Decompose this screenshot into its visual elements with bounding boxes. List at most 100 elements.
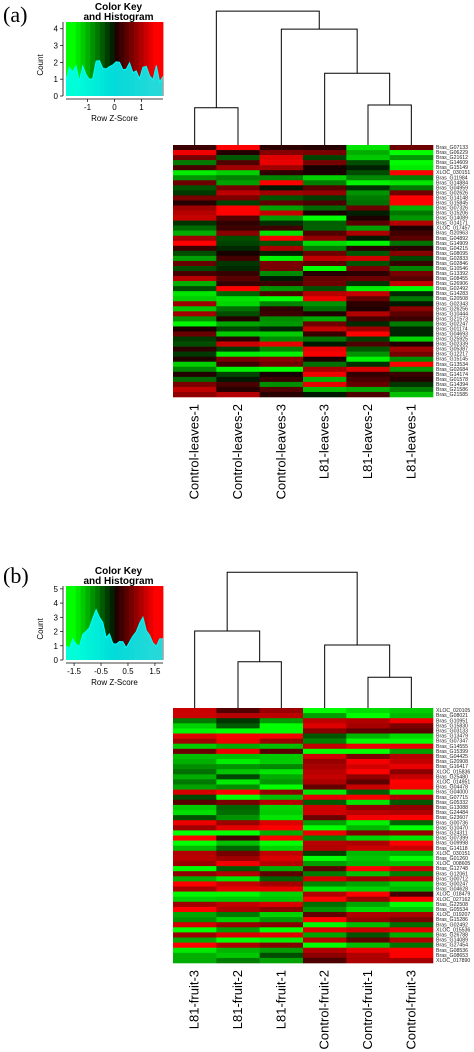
heatmap-cell [216, 718, 260, 724]
heatmap-cell [216, 155, 260, 161]
heatmap-cell [389, 281, 434, 287]
heatmap-cell [216, 180, 260, 186]
dendrogram-branch [226, 571, 358, 645]
heatmap-cell [303, 306, 347, 312]
row-label: Bras_G21585 [436, 392, 468, 398]
heatmap-cell [389, 912, 434, 918]
heatmap-cell [303, 225, 347, 231]
heatmap-cell [216, 376, 260, 383]
heatmap-cell [389, 346, 434, 352]
heatmap-cell [303, 326, 347, 332]
heatmap-cell [259, 376, 304, 383]
color-key-y-tick-label: 1 [54, 75, 59, 84]
heatmap-cell [389, 830, 434, 836]
heatmap-cell [259, 789, 304, 795]
heatmap-cell [259, 927, 304, 933]
row-label: Bras_G27454 [436, 943, 468, 949]
heatmap-cell [303, 886, 347, 892]
column-label: L81-leaves-1 [403, 404, 418, 479]
heatmap-cell [303, 235, 347, 242]
heatmap-cell [216, 361, 260, 368]
color-key-strip [153, 22, 159, 96]
heatmap-cell [173, 840, 217, 846]
heatmap-cell [389, 210, 434, 216]
column-label: Control-fruit-1 [360, 970, 375, 1049]
heatmap-cell [173, 733, 217, 739]
heatmap-cell [259, 784, 304, 790]
heatmap-cell [346, 708, 390, 714]
heatmap-cell [259, 265, 304, 272]
color-key-strip [80, 22, 86, 96]
heatmap-cell [389, 753, 434, 760]
heatmap-cell [173, 200, 217, 206]
heatmap-cell [173, 235, 217, 242]
row-label: Bras_G12217 [436, 352, 468, 358]
heatmap-cell [303, 927, 347, 933]
heatmap-cell [303, 718, 347, 724]
heatmap-cell [173, 708, 217, 714]
heatmap-cell [346, 713, 390, 719]
heatmap-cell [216, 922, 260, 928]
row-label: Bras_G15149 [436, 165, 468, 171]
heatmap-cell [346, 286, 390, 292]
heatmap-cell [173, 361, 217, 368]
row-label: Bras_G05332 [436, 800, 468, 806]
heatmap-cell [216, 386, 260, 393]
heatmap-cell [346, 311, 390, 317]
color-key-strip [143, 22, 149, 96]
heatmap-cell [259, 759, 304, 765]
heatmap-cell [346, 180, 390, 186]
heatmap-cell [303, 952, 347, 959]
heatmap-cell [216, 245, 260, 252]
heatmap-cell [389, 774, 434, 780]
heatmap-cell [173, 225, 217, 231]
heatmap-cell [346, 845, 390, 852]
row-label: Bras_G20508 [436, 296, 468, 302]
heatmap-cell [346, 361, 390, 368]
dendrogram-branch [324, 72, 391, 145]
heatmap-cell [389, 876, 434, 882]
heatmap-cell [303, 200, 347, 206]
heatmap-cell [389, 794, 434, 801]
row-label: Bras_G14884 [436, 180, 468, 186]
column-labels: L81-fruit-3 L81-fruit-2 L81-fruit-1 Control… [187, 970, 419, 1049]
heatmap-cell [259, 881, 304, 887]
heatmap-cell [173, 265, 217, 272]
heatmap-cell [389, 743, 434, 750]
row-label: Bras_G12061 [436, 871, 468, 877]
heatmap-cell [216, 321, 260, 327]
heatmap-cell [173, 748, 217, 755]
heatmap-cell [346, 861, 390, 867]
heatmap-cell [259, 220, 304, 226]
row-label: Bras_G10444 [436, 311, 468, 317]
row-label: Bras_G26788 [436, 932, 468, 938]
heatmap-cell [303, 180, 347, 186]
heatmap-cell [173, 835, 217, 841]
heatmap-cell [389, 190, 434, 196]
heatmap-cell [259, 215, 304, 221]
heatmap-cell [259, 255, 304, 262]
heatmap-cell [216, 371, 260, 378]
heatmap-cell [259, 200, 304, 206]
row-label: Bras_G10951 [436, 718, 468, 724]
heatmap-cell [346, 759, 390, 765]
heatmap-cell [216, 336, 260, 342]
heatmap-cell [216, 861, 260, 867]
row-labels: XLOC_020105Bras_G08021Bras_G10951Bras_G1… [436, 708, 470, 964]
heatmap-cell [346, 850, 390, 857]
heatmap-cell [259, 276, 304, 282]
row-label: Bras_G04215 [436, 246, 468, 252]
heatmap-cell [173, 855, 217, 862]
heatmap-cell [303, 866, 347, 872]
heatmap-cell [303, 713, 347, 719]
row-label: XLOC_015536 [436, 927, 470, 933]
heatmap-cell [259, 296, 304, 302]
heatmap-cell [173, 341, 217, 347]
heatmap-cell [303, 937, 347, 943]
heatmap-cell [173, 810, 217, 816]
column-label: Control-fruit-2 [317, 970, 332, 1049]
heatmap-cell [216, 356, 260, 363]
heatmap-cell [216, 250, 260, 257]
heatmap-cell [303, 276, 347, 282]
